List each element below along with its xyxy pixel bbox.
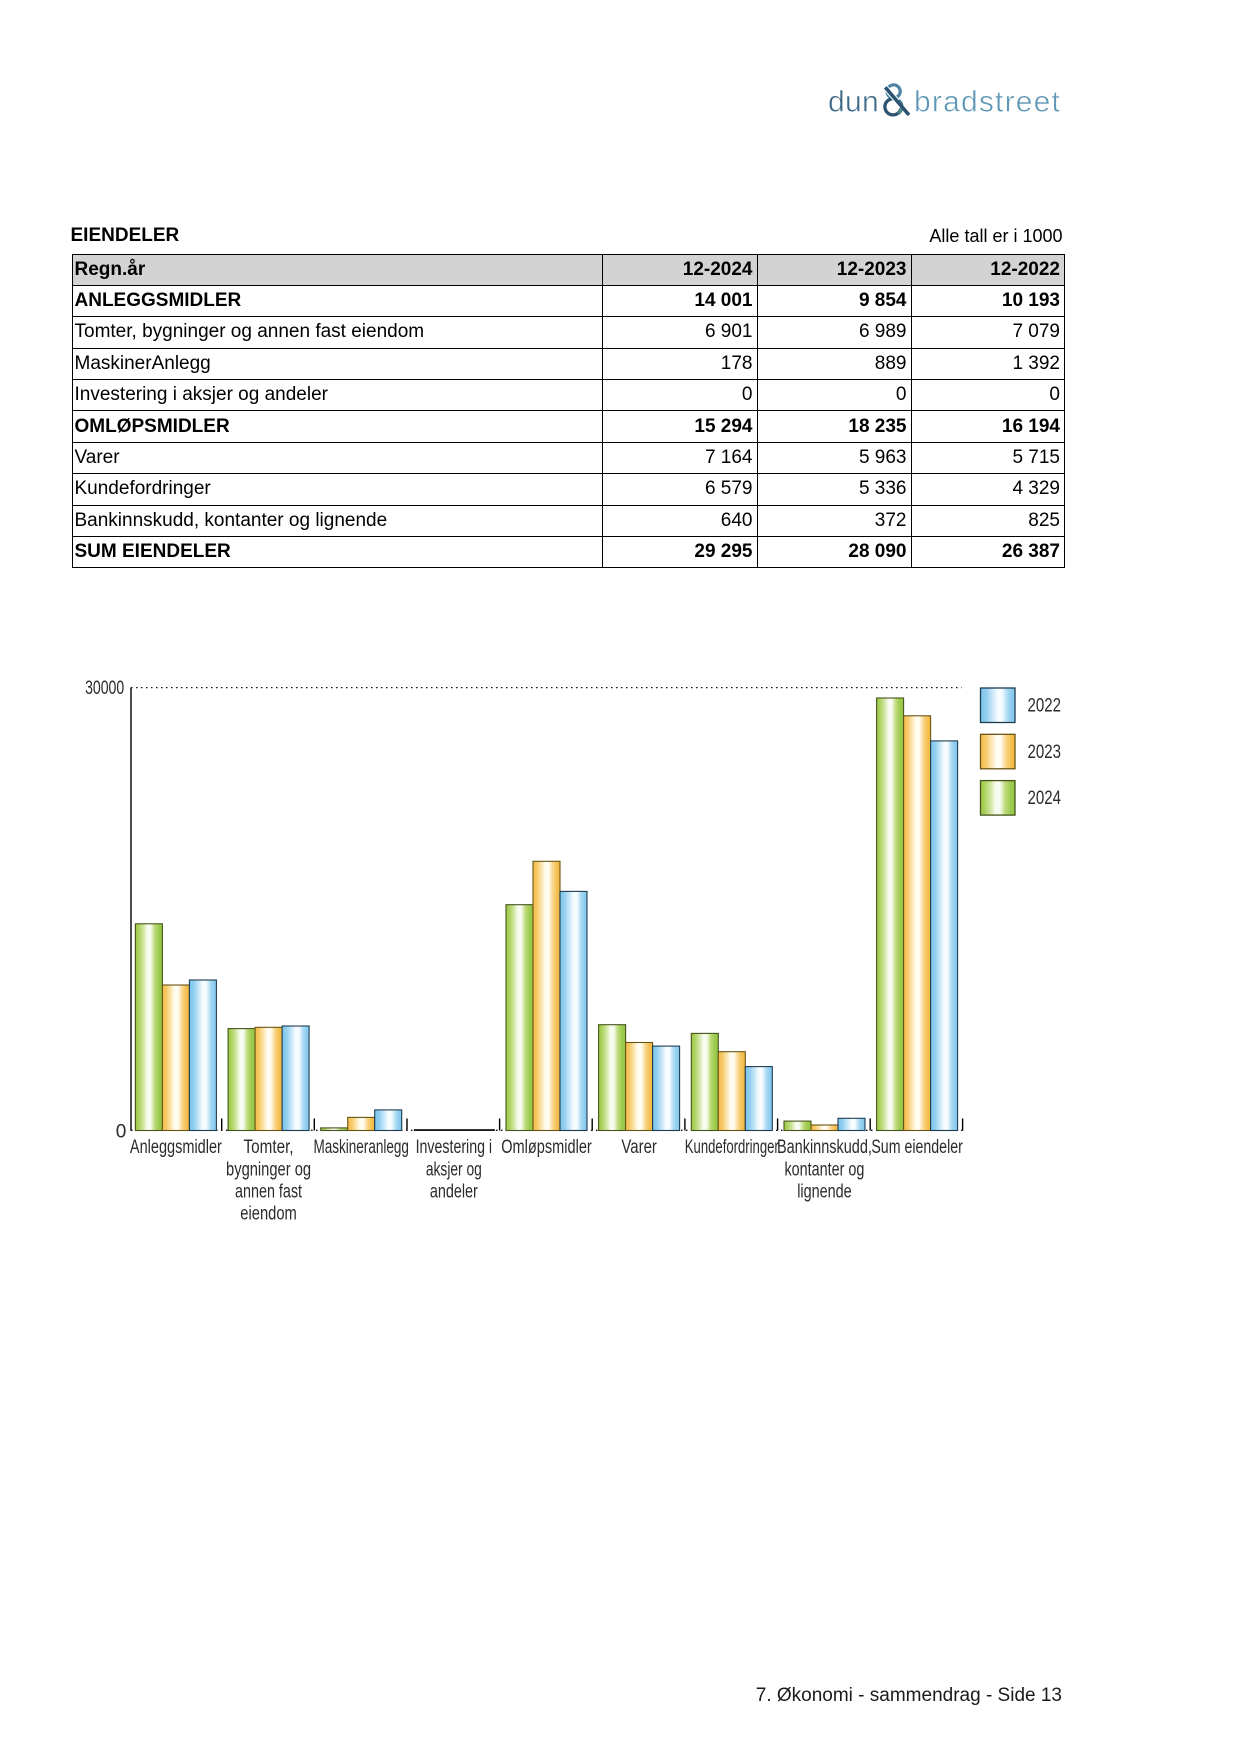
svg-text:lignende: lignende xyxy=(797,1181,852,1202)
svg-text:30000: 30000 xyxy=(85,678,124,699)
svg-text:eiendom: eiendom xyxy=(240,1204,297,1225)
svg-text:0: 0 xyxy=(116,1122,127,1143)
svg-text:bygninger og: bygninger og xyxy=(226,1159,311,1180)
svg-text:2024: 2024 xyxy=(1028,788,1062,809)
svg-text:Bankinnskudd,: Bankinnskudd, xyxy=(777,1137,872,1158)
svg-text:aksjer og: aksjer og xyxy=(426,1159,482,1180)
svg-text:Tomter,: Tomter, xyxy=(244,1137,294,1158)
svg-text:Sum eiendeler: Sum eiendeler xyxy=(871,1137,963,1158)
svg-text:andeler: andeler xyxy=(430,1181,479,1202)
svg-text:annen fast: annen fast xyxy=(235,1181,303,1202)
svg-text:Maskineranlegg: Maskineranlegg xyxy=(313,1137,409,1158)
svg-text:2023: 2023 xyxy=(1028,742,1062,763)
svg-text:2022: 2022 xyxy=(1028,696,1062,717)
svg-text:bradstreet: bradstreet xyxy=(914,85,1061,118)
svg-text:Kundefordringer: Kundefordringer xyxy=(685,1137,779,1158)
svg-text:dun: dun xyxy=(828,85,879,118)
svg-text:kontanter og: kontanter og xyxy=(784,1159,864,1180)
svg-text:Investering i: Investering i xyxy=(416,1137,493,1158)
svg-text:Anleggsmidler: Anleggsmidler xyxy=(130,1137,223,1158)
svg-text:Varer: Varer xyxy=(621,1137,657,1158)
svg-text:Omløpsmidler: Omløpsmidler xyxy=(501,1137,592,1158)
